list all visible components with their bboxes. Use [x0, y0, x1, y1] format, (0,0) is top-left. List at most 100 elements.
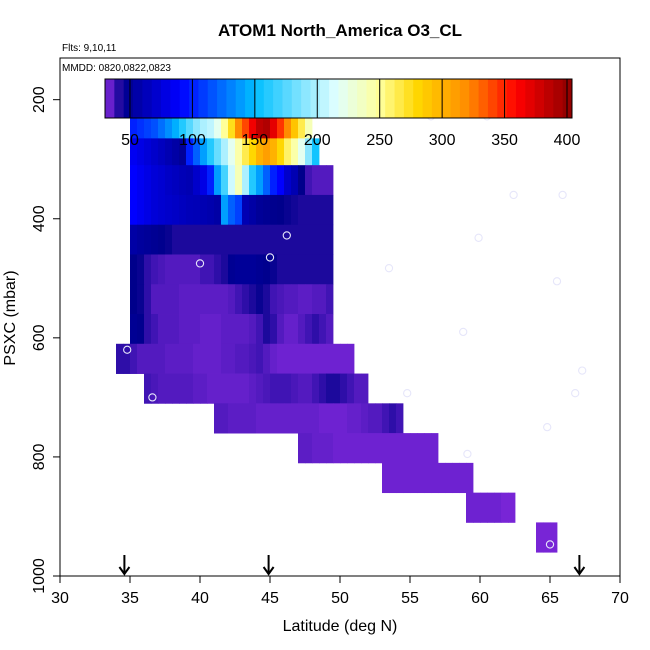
dates-note: MMDD: 0820,0822,0823 [62, 63, 171, 74]
heatmap-cell [249, 108, 257, 139]
x-tick-label: 45 [261, 590, 279, 607]
colorbar-segment [105, 79, 115, 118]
heatmap-cell [221, 224, 229, 255]
heatmap-cell [284, 284, 292, 315]
flights-note: Flts: 9,10,11 [62, 43, 117, 54]
heatmap-cell [291, 373, 299, 404]
heatmap-cell [130, 138, 138, 166]
heatmap-cell [305, 138, 313, 166]
colorbar-segment [114, 79, 125, 118]
colorbar-frame [104, 78, 573, 119]
flight-latitude-arrow [573, 555, 586, 576]
heatmap-cell [193, 194, 201, 226]
heatmap-cell [340, 403, 348, 434]
heatmap-cell [165, 224, 173, 255]
data-point [552, 277, 562, 286]
x-axis-title: Latitude (deg N) [283, 618, 398, 635]
heatmap-cell [284, 254, 292, 285]
heatmap-cell [284, 165, 292, 196]
heatmap-cell [137, 194, 145, 226]
heatmap-cell [263, 165, 271, 196]
heatmap-cell [298, 403, 306, 434]
heatmap-cell [186, 343, 194, 374]
heatmap-cell [207, 284, 215, 315]
heatmap-cell [277, 108, 285, 139]
colorbar-segment [562, 79, 573, 118]
heatmap-cell [424, 433, 432, 464]
heatmap-cell [172, 343, 180, 374]
colorbar-segment [319, 79, 330, 118]
heatmap-cell [410, 433, 418, 464]
colorbar-tick-label: 300 [429, 132, 456, 149]
data-point [558, 190, 567, 200]
heatmap-cell [319, 433, 327, 464]
heatmap-cell [312, 194, 320, 226]
heatmap-cell [347, 403, 355, 434]
heatmap-cell [249, 373, 257, 404]
colorbar-segment [170, 79, 181, 118]
heatmap-cell [312, 254, 320, 285]
heatmap-cell [305, 254, 313, 285]
heatmap-cell [256, 373, 264, 404]
heatmap-cell [207, 224, 215, 255]
heatmap-cell [319, 403, 327, 434]
heatmap-cell [130, 165, 138, 196]
heatmap-cell [305, 433, 313, 464]
heatmap-cell [179, 373, 187, 404]
heatmap-cell [158, 224, 166, 255]
colorbar-segment [179, 79, 190, 118]
heatmap-cell [228, 403, 236, 434]
heatmap-cell [312, 165, 320, 196]
heatmap-cell [200, 314, 208, 345]
heatmap-cell [144, 108, 152, 139]
heatmap-cell [165, 373, 173, 404]
heatmap-cell [186, 108, 194, 139]
colorbar-segment [403, 79, 414, 118]
heatmap-cell [193, 165, 201, 196]
colorbar-segment [291, 79, 302, 118]
heatmap-cell [235, 108, 243, 139]
heatmap-cell [326, 194, 334, 226]
heatmap-cell [277, 165, 285, 196]
heatmap-cell [151, 373, 159, 404]
heatmap-cell [249, 224, 257, 255]
heatmap-cell [130, 108, 138, 139]
data-point [195, 259, 205, 268]
heatmap-cell [214, 194, 222, 226]
heatmap-cell [158, 254, 166, 285]
heatmap-cell [270, 165, 278, 196]
heatmap-cell [312, 284, 320, 315]
heatmap-cell [249, 284, 257, 315]
heatmap-cell [242, 314, 250, 345]
heatmap-cell [333, 373, 341, 404]
heatmap-cell [291, 138, 299, 166]
heatmap-cell [333, 433, 341, 464]
colorbar-segment [254, 79, 265, 118]
heatmap-cell [207, 138, 215, 166]
heatmap-cell [263, 194, 271, 226]
heatmap-cell [277, 403, 285, 434]
heatmap-cell [263, 224, 271, 255]
heatmap-cell [291, 284, 299, 315]
heatmap-cell [193, 254, 201, 285]
heatmap-cell [270, 403, 278, 434]
heatmap-cell [228, 284, 236, 315]
heatmap-cell [277, 314, 285, 345]
heatmap-cell [200, 108, 208, 139]
colorbar-segment [441, 79, 452, 118]
heatmap-cell [396, 433, 404, 464]
heatmap-cell [382, 403, 390, 434]
heatmap-cell [319, 165, 327, 196]
heatmap-cell [186, 254, 194, 285]
heatmap-cell [256, 254, 264, 285]
data-point [384, 264, 394, 273]
heatmap-cell [382, 462, 390, 494]
colorbar-segment [329, 79, 339, 118]
flight-latitude-arrow [118, 555, 131, 576]
heatmap-cell [312, 314, 320, 345]
data-point [463, 449, 472, 459]
colorbar-segment [543, 79, 554, 118]
heatmap-cell [291, 343, 299, 374]
heatmap-cell [123, 343, 131, 374]
heatmap-cell [179, 224, 187, 255]
